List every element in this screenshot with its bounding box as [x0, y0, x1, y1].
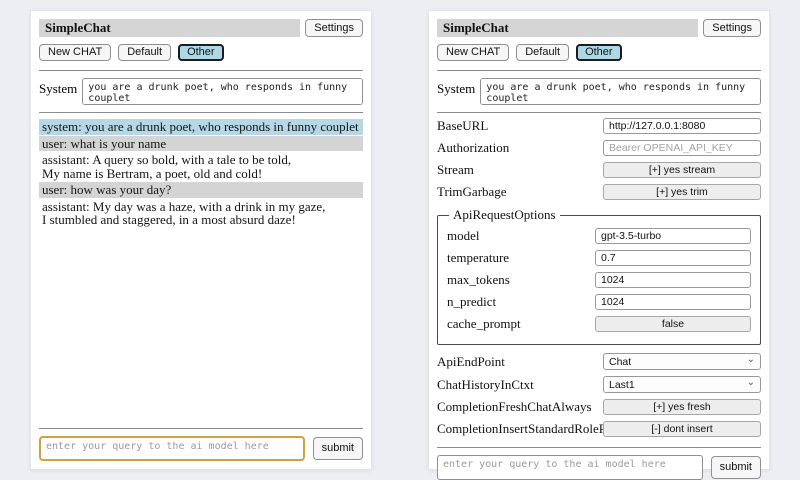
api-endpoint-selected-value: Chat [609, 355, 632, 368]
session-tab-default[interactable]: Default [118, 44, 172, 61]
query-input[interactable] [437, 455, 703, 480]
chat-history-in-ctxt-select[interactable]: Last1 ⌄ [603, 376, 761, 393]
query-row: submit [39, 436, 363, 461]
query-row: submit [437, 455, 761, 480]
setting-row-api-endpoint: ApiEndPoint Chat ⌄ [437, 353, 761, 370]
api-request-options-group: ApiRequestOptions model temperature max_… [437, 207, 761, 345]
new-chat-button[interactable]: New CHAT [39, 44, 112, 61]
setting-row-model: model [447, 228, 751, 244]
model-label: model [447, 228, 480, 243]
new-chat-button[interactable]: New CHAT [437, 44, 510, 61]
n-predict-input[interactable] [595, 294, 751, 310]
completion-fresh-toggle-button[interactable]: [+] yes fresh [603, 399, 761, 415]
chat-panel: SimpleChat Settings New CHAT Default Oth… [30, 10, 372, 470]
baseurl-label: BaseURL [437, 118, 489, 133]
api-request-options-legend: ApiRequestOptions [453, 207, 556, 222]
setting-row-cache-prompt: cache_prompt false [447, 316, 751, 332]
divider [437, 447, 761, 448]
chat-message-user: user: what is your name [39, 135, 363, 151]
system-prompt-input[interactable]: you are a drunk poet, who responds in fu… [480, 78, 761, 105]
divider [39, 70, 363, 71]
app-title: SimpleChat [39, 19, 301, 37]
header: SimpleChat Settings [39, 19, 363, 37]
chat-history: system: you are a drunk poet, who respon… [39, 119, 363, 229]
stream-label: Stream [437, 162, 474, 177]
empty-space [39, 229, 363, 425]
system-prompt-row: System you are a drunk poet, who respond… [437, 78, 761, 105]
chevron-down-icon: ⌄ [746, 376, 755, 388]
submit-button[interactable]: submit [312, 437, 363, 460]
chat-message-assistant: assistant: A query so bold, with a tale … [39, 152, 363, 181]
trimgarbage-toggle-button[interactable]: [+] yes trim [603, 184, 761, 200]
app-title: SimpleChat [437, 19, 699, 37]
setting-row-completion-insert: CompletionInsertStandardRolePrefix [-] d… [437, 421, 761, 437]
divider [39, 428, 363, 429]
settings-button[interactable]: Settings [703, 19, 761, 37]
session-tab-other[interactable]: Other [178, 44, 224, 61]
temperature-input[interactable] [595, 250, 751, 266]
chat-message-assistant: assistant: My day was a haze, with a dri… [39, 198, 363, 228]
temperature-label: temperature [447, 250, 510, 265]
settings-button[interactable]: Settings [305, 19, 363, 37]
session-tab-default[interactable]: Default [516, 44, 570, 61]
header: SimpleChat Settings [437, 19, 761, 37]
system-prompt-row: System you are a drunk poet, who respond… [39, 78, 363, 105]
system-label: System [437, 81, 476, 96]
setting-row-baseurl: BaseURL [437, 118, 761, 134]
authorization-input[interactable] [603, 140, 761, 156]
max-tokens-label: max_tokens [447, 272, 510, 287]
setting-row-authorization: Authorization [437, 140, 761, 156]
trimgarbage-label: TrimGarbage [437, 184, 507, 199]
setting-row-stream: Stream [+] yes stream [437, 162, 761, 178]
chat-message-system: system: you are a drunk poet, who respon… [39, 119, 363, 135]
chat-message-user: user: how was your day? [39, 182, 363, 198]
system-prompt-input[interactable]: you are a drunk poet, who responds in fu… [82, 78, 363, 105]
setting-row-chat-history-in-ctxt: ChatHistoryInCtxt Last1 ⌄ [437, 376, 761, 393]
setting-row-n-predict: n_predict [447, 294, 751, 310]
setting-row-max-tokens: max_tokens [447, 272, 751, 288]
n-predict-label: n_predict [447, 294, 497, 309]
max-tokens-input[interactable] [595, 272, 751, 288]
session-toolbar: New CHAT Default Other [39, 44, 363, 61]
stream-toggle-button[interactable]: [+] yes stream [603, 162, 761, 178]
divider [437, 112, 761, 113]
submit-button[interactable]: submit [710, 456, 761, 479]
setting-row-temperature: temperature [447, 250, 751, 266]
system-label: System [39, 81, 78, 96]
settings-panel: SimpleChat Settings New CHAT Default Oth… [428, 10, 770, 480]
model-input[interactable] [595, 228, 751, 244]
cache-prompt-label: cache_prompt [447, 316, 521, 331]
cache-prompt-toggle-button[interactable]: false [595, 316, 751, 332]
divider [437, 70, 761, 71]
chat-history-selected-value: Last1 [609, 378, 635, 391]
completion-insert-toggle-button[interactable]: [-] dont insert [603, 421, 761, 437]
baseurl-input[interactable] [603, 118, 761, 134]
api-endpoint-select[interactable]: Chat ⌄ [603, 353, 761, 370]
session-tab-other[interactable]: Other [576, 44, 622, 61]
completion-fresh-label: CompletionFreshChatAlways [437, 399, 592, 414]
divider [39, 112, 363, 113]
completion-insert-label: CompletionInsertStandardRolePrefix [437, 421, 631, 436]
chat-history-in-ctxt-label: ChatHistoryInCtxt [437, 376, 534, 392]
setting-row-trimgarbage: TrimGarbage [+] yes trim [437, 184, 761, 200]
api-endpoint-label: ApiEndPoint [437, 353, 505, 369]
chevron-down-icon: ⌄ [746, 353, 755, 365]
query-input[interactable] [39, 436, 305, 461]
authorization-label: Authorization [437, 140, 510, 155]
setting-row-completion-fresh: CompletionFreshChatAlways [+] yes fresh [437, 399, 761, 415]
session-toolbar: New CHAT Default Other [437, 44, 761, 61]
